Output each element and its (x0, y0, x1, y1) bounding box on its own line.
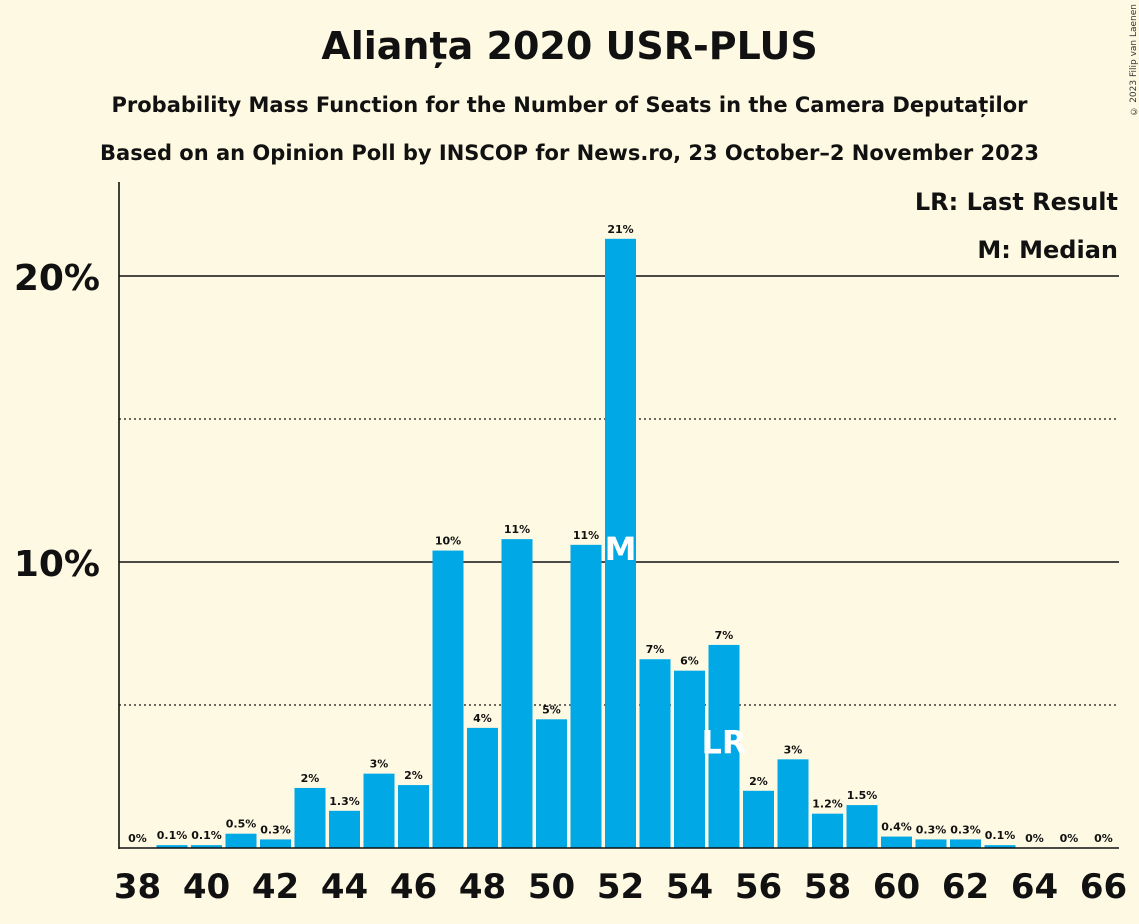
x-tick-label-48: 48 (459, 867, 506, 907)
chart-subtitle-source: Based on an Opinion Poll by INSCOP for N… (100, 141, 1039, 165)
x-tick-label-46: 46 (390, 867, 437, 907)
x-tick-label-58: 58 (804, 867, 851, 907)
x-tick-label-54: 54 (666, 867, 713, 907)
data-label-seat-49: 11% (504, 523, 530, 536)
data-label-seat-52: 21% (607, 223, 633, 236)
data-label-seat-63: 0.1% (985, 829, 1016, 842)
data-label-seat-57: 3% (784, 743, 803, 756)
bar-seat-48 (467, 727, 498, 848)
last-result-marker: LR (701, 724, 746, 762)
x-tick-label-60: 60 (873, 867, 920, 907)
y-tick-label-10: 10% (14, 544, 100, 585)
bar-seat-52 (605, 238, 636, 848)
bar-seat-47 (432, 550, 464, 848)
data-label-seat-54: 6% (680, 655, 699, 668)
bar-seat-39 (156, 845, 188, 848)
data-label-seat-50: 5% (542, 703, 561, 716)
bar-seat-44 (329, 810, 360, 848)
data-label-seat-56: 2% (749, 775, 768, 788)
x-tick-label-42: 42 (252, 867, 299, 907)
bar-seat-42 (260, 839, 291, 848)
bar-seat-63 (984, 845, 1016, 848)
data-label-seat-62: 0.3% (950, 823, 981, 836)
bar-seat-57 (777, 759, 809, 848)
x-tick-label-66: 66 (1080, 867, 1127, 907)
data-label-seat-66: 0% (1094, 832, 1113, 845)
bar-seat-41 (225, 833, 257, 848)
x-tick-label-38: 38 (114, 867, 161, 907)
x-tick-label-50: 50 (528, 867, 575, 907)
bar-seat-45 (363, 773, 395, 848)
bar-seat-50 (536, 719, 567, 848)
legend-item-2: M: Median (977, 236, 1118, 264)
data-label-seat-58: 1.2% (812, 798, 843, 811)
data-label-seat-43: 2% (301, 772, 320, 785)
data-label-seat-55: 7% (715, 629, 734, 642)
bar-seat-51 (570, 544, 602, 848)
data-label-seat-44: 1.3% (329, 795, 360, 808)
data-label-seat-59: 1.5% (847, 789, 878, 802)
bar-seat-60 (881, 836, 912, 848)
chart-subtitle-method: Probability Mass Function for the Number… (111, 93, 1028, 117)
bar-seat-55 (708, 644, 740, 848)
bar-seat-58 (812, 813, 843, 848)
y-tick-label-20: 20% (14, 258, 100, 299)
legend-item-1: LR: Last Result (915, 188, 1118, 216)
data-label-seat-51: 11% (573, 529, 599, 542)
data-label-seat-42: 0.3% (260, 823, 291, 836)
bar-seat-62 (950, 839, 981, 848)
x-tick-label-40: 40 (183, 867, 230, 907)
data-label-seat-47: 10% (435, 535, 461, 548)
data-label-seat-46: 2% (404, 769, 423, 782)
bar-seat-61 (915, 839, 947, 848)
data-label-seat-40: 0.1% (191, 829, 222, 842)
data-label-seat-39: 0.1% (157, 829, 188, 842)
x-tick-label-62: 62 (942, 867, 989, 907)
bar-seat-54 (674, 670, 705, 848)
x-tick-label-64: 64 (1011, 867, 1058, 907)
data-label-seat-53: 7% (646, 643, 665, 656)
bar-seat-56 (743, 790, 774, 848)
x-tick-label-56: 56 (735, 867, 782, 907)
chart-title: Alianța 2020 USR-PLUS (321, 24, 818, 68)
x-tick-label-52: 52 (597, 867, 644, 907)
data-label-seat-38: 0% (128, 832, 147, 845)
bar-seat-49 (501, 539, 533, 848)
bar-seat-59 (846, 805, 878, 848)
data-label-seat-65: 0% (1060, 832, 1079, 845)
bar-seat-53 (639, 659, 671, 848)
bar-seat-43 (294, 787, 326, 848)
data-label-seat-64: 0% (1025, 832, 1044, 845)
data-label-seat-60: 0.4% (881, 821, 912, 834)
median-marker: M (605, 530, 637, 568)
data-label-seat-48: 4% (473, 712, 492, 725)
bar-seat-46 (398, 785, 429, 848)
data-label-seat-41: 0.5% (226, 818, 257, 831)
bar-seat-40 (191, 845, 222, 848)
x-tick-label-44: 44 (321, 867, 368, 907)
data-label-seat-45: 3% (370, 758, 389, 771)
data-label-seat-61: 0.3% (916, 823, 947, 836)
